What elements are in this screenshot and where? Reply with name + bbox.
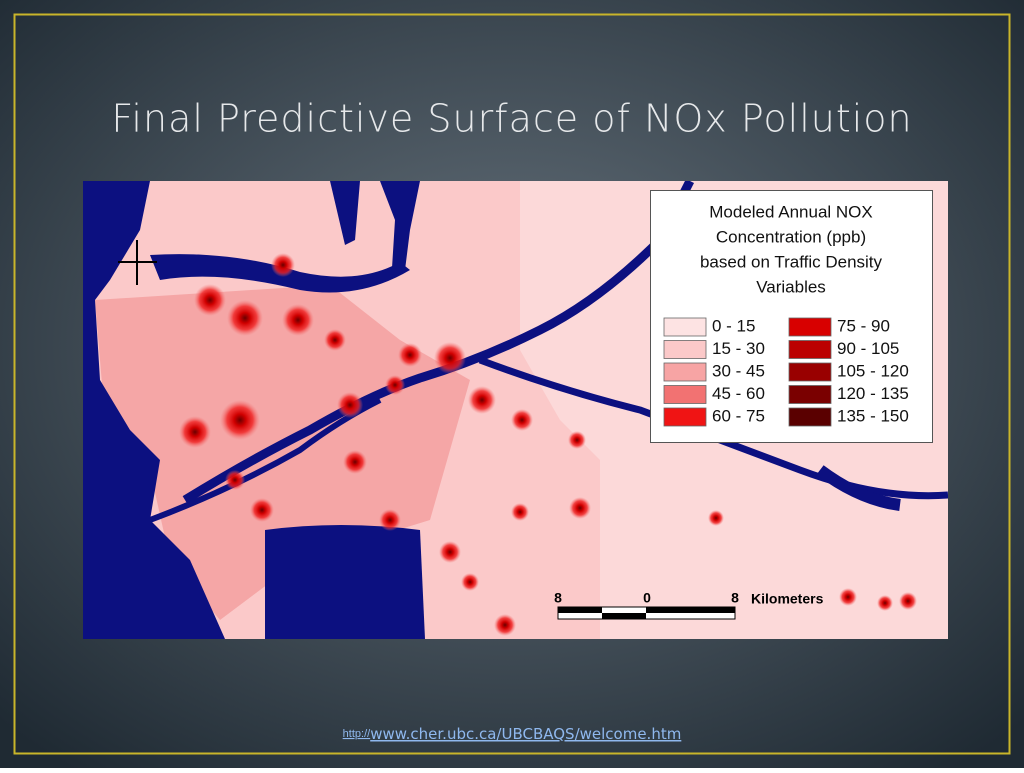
- legend-swatch: [788, 385, 832, 404]
- legend-label: 0 - 15: [712, 316, 755, 335]
- slide-title: Final Predictive Surface of NOx Pollutio…: [111, 97, 912, 141]
- legend-swatch: [663, 340, 707, 359]
- hotspots: [179, 253, 917, 636]
- legend-swatch: [788, 317, 832, 337]
- legend-label: 90 - 105: [837, 339, 899, 358]
- legend-swatch: [663, 407, 707, 427]
- legend-swatch: [663, 317, 707, 337]
- legend-label: 105 - 120: [837, 361, 909, 380]
- legend-title: based on Traffic Density: [700, 252, 883, 271]
- frame: [13, 13, 1011, 755]
- legend-label: 120 - 135: [837, 384, 909, 403]
- legend-title: Modeled Annual NOX: [709, 202, 873, 221]
- legend-title: Concentration (ppb): [716, 227, 866, 246]
- legend-swatch: [788, 340, 832, 359]
- legend-label: 135 - 150: [837, 406, 909, 425]
- legend-swatch: [663, 362, 707, 382]
- legend-label: 45 - 60: [712, 384, 765, 403]
- legend-swatch: [788, 407, 832, 427]
- scale-unit: Kilometers: [751, 591, 824, 607]
- legend-label: 75 - 90: [837, 316, 890, 335]
- link-prefix[interactable]: http://: [343, 728, 371, 740]
- legend: Modeled Annual NOX Concentration (ppb) bas…: [663, 202, 909, 427]
- source-link[interactable]: http://www.cher.ubc.ca/UBCBAQS/welcome.h…: [343, 725, 682, 743]
- scale-labels: 8 0 8 Kilometers: [554, 590, 823, 607]
- scale-bar: [557, 606, 736, 620]
- link-text[interactable]: www.cher.ubc.ca/UBCBAQS/welcome.htm: [370, 725, 681, 743]
- legend-swatch: [663, 385, 707, 404]
- legend-label: 30 - 45: [712, 361, 765, 380]
- scale-label: 0: [643, 590, 651, 606]
- legend-swatch: [788, 362, 832, 382]
- north-arrow: [118, 240, 157, 285]
- map: Modeled Annual NOX Concentration (ppb) bas…: [83, 181, 948, 639]
- legend-title: Variables: [756, 277, 826, 296]
- legend-label: 60 - 75: [712, 406, 765, 425]
- scale-label: 8: [554, 590, 562, 606]
- scale-label: 8: [731, 590, 739, 606]
- legend-label: 15 - 30: [712, 339, 765, 358]
